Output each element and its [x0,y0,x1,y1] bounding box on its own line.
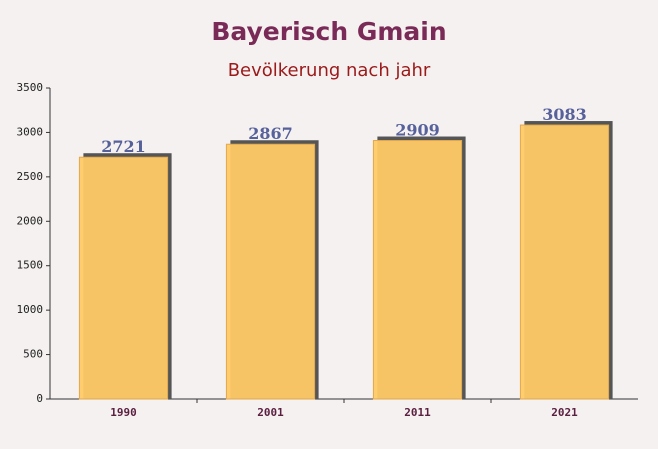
value-label: 2909 [395,121,440,140]
y-tick-label: 1500 [17,259,44,272]
value-label: 2867 [248,124,293,143]
y-tick-label: 3500 [17,81,44,94]
bar [372,140,463,400]
x-tick-label: 2001 [257,406,284,419]
y-tick-label: 2500 [17,170,44,183]
chart-title: Bayerisch Gmain [211,17,446,46]
bar [519,124,610,400]
y-tick-label: 1000 [17,303,44,316]
x-tick-label: 2011 [404,406,431,419]
chart-subtitle: Bevölkerung nach jahr [228,60,431,81]
value-label: 2721 [101,137,146,156]
bar [78,156,169,400]
bar [225,143,316,400]
y-tick-label: 2000 [17,214,44,227]
y-tick-label: 3000 [17,125,44,138]
x-tick-label: 2021 [551,406,578,419]
y-tick-label: 0 [36,392,43,405]
value-label: 3083 [542,105,587,124]
x-tick-label: 1990 [110,406,137,419]
y-tick-label: 500 [23,348,43,361]
